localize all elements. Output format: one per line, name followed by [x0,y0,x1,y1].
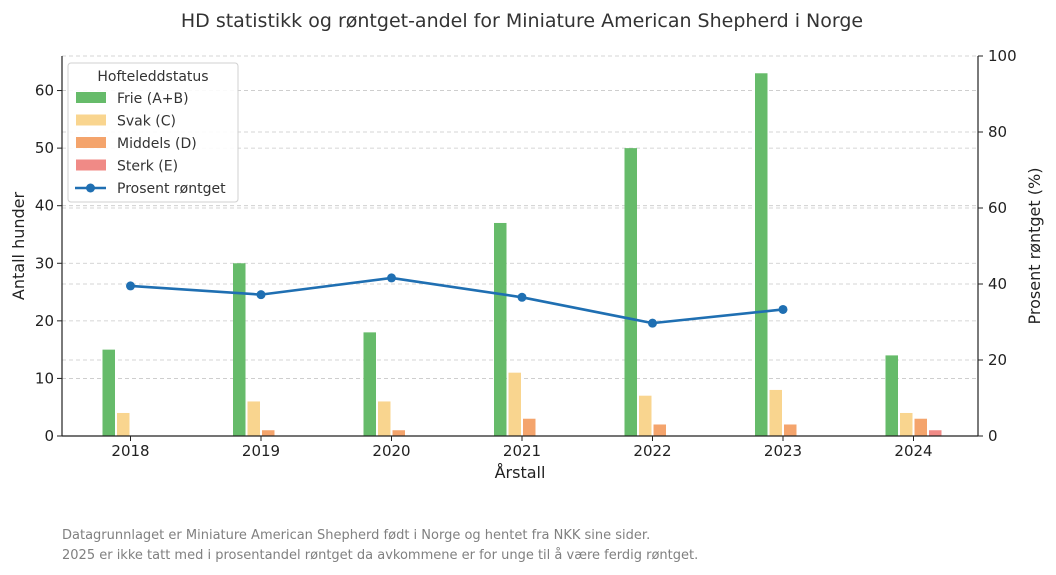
legend-swatch-svak-c- [76,114,106,126]
y-tick-label: 40 [35,197,54,215]
y2-tick-label: 100 [988,47,1017,65]
y2-tick-label: 60 [988,199,1007,217]
y-tick-label: 30 [35,254,54,272]
percent-point-2020 [387,273,396,283]
x-tick-label: 2022 [633,442,671,460]
bar-svak-c--2022 [639,395,652,436]
x-tick-label: 2021 [503,442,541,460]
x-tick-label: 2020 [372,442,410,460]
y-tick-label: 20 [35,312,54,330]
y2-tick-label: 80 [988,123,1007,141]
x-tick-label: 2024 [894,442,932,460]
y2-axis-label: Prosent røntget (%) [1025,168,1044,325]
bar-middels-d--2021 [523,418,536,436]
y-tick-label: 60 [35,82,54,100]
chart-title: HD statistikk og røntget-andel for Minia… [181,10,863,32]
percent-point-2022 [648,318,657,328]
bars [102,73,942,436]
percent-line [126,273,788,328]
legend-box [67,62,239,203]
axes [61,56,979,437]
bar-svak-c--2023 [769,389,782,436]
legend-label-sterk-e-: Sterk (E) [117,159,178,175]
bar-middels-d--2023 [784,424,797,436]
legend-label-frie-a-b-: Frie (A+B) [117,91,189,107]
legend-swatch-frie-a-b- [76,92,106,103]
bar-middels-d--2022 [653,424,666,436]
percent-point-2019 [256,290,266,300]
y-tick-label: 0 [44,427,54,445]
y-tick-label: 10 [35,369,54,387]
legend-swatch-middels-d- [76,137,106,148]
legend: Hofteleddstatus Frie (A+B) Svak (C) Middel… [67,62,239,203]
y2-tick-label: 20 [988,351,1007,369]
legend-label-svak-c-: Svak (C) [117,114,176,130]
bar-frie-a-b--2019 [233,263,246,436]
legend-label-prosent-r-ntget: Prosent røntget [117,181,226,197]
bar-svak-c--2019 [247,401,260,436]
footnote-source: Datagrunnlaget er Miniature American She… [62,528,651,543]
x-tick-label: 2023 [764,442,802,460]
tick-labels: 0 10 20 30 40 50 60 0 20 40 60 80 100 2018 2019 2020 202… [35,47,1017,460]
x-tick-label: 2019 [242,442,280,460]
bar-svak-c--2021 [508,372,521,436]
legend-swatch-marker [86,183,95,193]
bar-middels-d--2020 [392,430,405,436]
bar-frie-a-b--2018 [102,349,115,436]
y2-tick-label: 40 [988,275,1007,293]
bar-frie-a-b--2022 [624,148,637,436]
bar-sterk-e--2024 [929,430,942,436]
bar-svak-c--2024 [900,412,913,436]
bar-svak-c--2018 [117,412,130,436]
gridlines [62,55,978,379]
y2-tick-label: 0 [988,427,998,445]
bar-middels-d--2019 [262,430,275,436]
y-tick-label: 50 [35,139,54,157]
bar-middels-d--2024 [914,418,927,436]
bar-frie-a-b--2024 [885,355,898,436]
footnote-note: 2025 er ikke tatt med i prosentandel røn… [62,548,699,563]
legend-label-middels-d-: Middels (D) [117,136,197,152]
percent-point-2023 [778,304,788,314]
legend-title: Hofteleddstatus [97,69,208,85]
x-axis-label: Årstall [495,463,546,482]
bar-frie-a-b--2021 [494,222,507,436]
bar-svak-c--2020 [378,401,391,436]
legend-swatch-sterk-e- [76,159,106,171]
percent-point-2021 [517,292,527,302]
bar-frie-a-b--2023 [755,73,768,436]
y-axis-label: Antall hunder [9,192,28,301]
x-tick-label: 2018 [111,442,149,460]
percent-point-2018 [126,281,135,291]
bar-frie-a-b--2020 [363,332,376,436]
percent-line-path [130,276,784,325]
